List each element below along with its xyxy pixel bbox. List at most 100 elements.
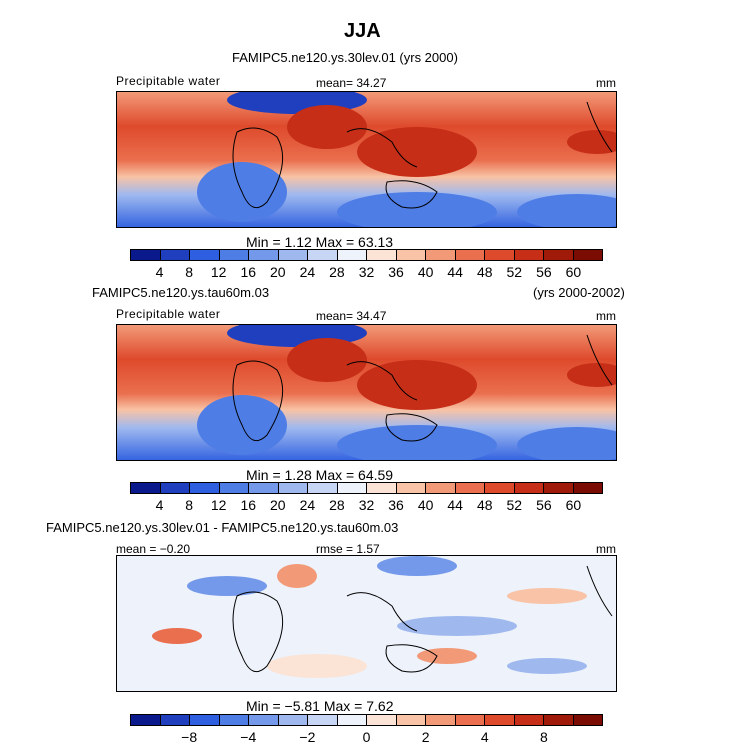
panel1-colorbar-swatch	[160, 250, 190, 260]
panel3-colorbar-swatch	[219, 715, 249, 725]
panel1-colorbar-tick: 36	[388, 264, 404, 280]
panel3-colorbar-swatch	[544, 715, 574, 725]
panel3-colorbar-swatch	[249, 715, 279, 725]
panel3-colorbar	[130, 714, 603, 726]
panel2-mean-label: mean= 34.47	[316, 309, 387, 323]
panel3-colorbar-swatch	[190, 715, 220, 725]
panel3-rmse-label: rmse = 1.57	[316, 542, 380, 556]
panel3-map-field	[117, 556, 616, 691]
panel2-colorbar-tick: 52	[506, 497, 523, 513]
panel3-colorbar-swatch	[308, 715, 338, 725]
panel3-colorbar-swatch	[573, 715, 602, 725]
panel1-colorbar	[130, 249, 603, 261]
panel2-colorbar	[130, 482, 603, 494]
panel2-colorbar-tick: 8	[185, 497, 194, 513]
panel1-colorbar-swatch	[278, 250, 308, 260]
panel1-colorbar-swatch	[455, 250, 485, 260]
panel3-colorbar-swatch	[485, 715, 515, 725]
panel1-colorbar-swatch	[544, 250, 574, 260]
panel1-units-label: mm	[596, 76, 616, 90]
panel1-colorbar-tick: 4	[155, 264, 164, 280]
panel2-colorbar-swatch	[426, 483, 456, 493]
panel3-minmax-label: Min = −5.81 Max = 7.62	[246, 698, 394, 714]
panel2-colorbar-swatch	[573, 483, 602, 493]
panel2-subtitle-right: (yrs 2000-2002)	[533, 285, 625, 300]
panel1-colorbar-swatch	[573, 250, 602, 260]
panel2-colorbar-tick: 44	[447, 497, 463, 513]
panel1-colorbar-swatch	[485, 250, 515, 260]
panel2-colorbar-tick: 36	[388, 497, 404, 513]
panel1-colorbar-swatch	[396, 250, 426, 260]
panel1-colorbar-swatch	[249, 250, 279, 260]
panel1-subtitle: FAMIPC5.ne120.ys.30lev.01 (yrs 2000)	[232, 50, 458, 65]
panel2-colorbar-swatch	[249, 483, 279, 493]
panel2-colorbar-tick: 24	[299, 497, 316, 513]
panel1-colorbar-tick: 20	[270, 264, 286, 280]
panel2-colorbar-swatch	[544, 483, 574, 493]
panel3-colorbar-tick: 4	[480, 729, 489, 745]
panel3-colorbar-tick: 2	[421, 729, 430, 745]
panel2-colorbar-tick: 16	[240, 497, 257, 513]
panel1-colorbar-swatch	[219, 250, 249, 260]
panel1-colorbar-tick: 12	[210, 264, 227, 280]
panel2-colorbar-swatch	[278, 483, 308, 493]
panel1-colorbar-swatch	[131, 250, 161, 260]
panel2-colorbar-swatch	[131, 483, 161, 493]
panel2-colorbar-swatch	[337, 483, 367, 493]
panel1-colorbar-tick: 28	[329, 264, 345, 280]
panel2-colorbar-tick: 12	[210, 497, 227, 513]
panel2-map	[116, 324, 617, 461]
panel3-colorbar-tick: 0	[362, 729, 371, 745]
panel3-subtitle: FAMIPC5.ne120.ys.30lev.01 - FAMIPC5.ne12…	[46, 520, 399, 535]
panel1-colorbar-ticks: 4 8 12 16 20 24 28 32 36 40 44 48 52 56 60	[130, 264, 603, 280]
panel3-colorbar-swatch	[278, 715, 308, 725]
panel1-colorbar-tick: 40	[417, 264, 434, 280]
panel2-colorbar-tick: 40	[417, 497, 434, 513]
panel2-colorbar-swatch	[219, 483, 249, 493]
panel2-colorbar-tick: 28	[329, 497, 345, 513]
panel2-colorbar-tick: 4	[155, 497, 164, 513]
panel1-colorbar-swatch	[308, 250, 338, 260]
panel2-colorbar-tick: 56	[536, 497, 552, 513]
panel1-variable-label: Precipitable water	[116, 74, 221, 88]
panel3-colorbar-tick: 8	[539, 729, 548, 745]
panel1-colorbar-tick: 24	[299, 264, 316, 280]
panel2-colorbar-tick: 60	[565, 497, 582, 513]
panel1-colorbar-tick: 48	[476, 264, 493, 280]
panel1-map-field	[117, 92, 616, 227]
panel3-colorbar-swatch	[337, 715, 367, 725]
panel3-colorbar-tick: −4	[240, 729, 257, 745]
panel1-colorbar-tick: 16	[240, 264, 257, 280]
panel2-colorbar-swatch	[308, 483, 338, 493]
panel2-colorbar-swatch	[160, 483, 190, 493]
panel1-mean-label: mean= 34.27	[316, 76, 387, 90]
panel1-colorbar-tick: 56	[536, 264, 552, 280]
panel3-units-label: mm	[596, 542, 616, 556]
panel3-colorbar-swatch	[514, 715, 544, 725]
panel2-colorbar-ticks: 4 8 12 16 20 24 28 32 36 40 44 48 52 56 60	[130, 497, 603, 513]
figure-title: JJA	[344, 20, 381, 42]
panel1-colorbar-swatch	[426, 250, 456, 260]
panel3-colorbar-tick: −2	[299, 729, 316, 745]
panel1-colorbar-swatch	[337, 250, 367, 260]
panel2-colorbar-swatch	[485, 483, 515, 493]
panel1-colorbar-tick: 60	[565, 264, 582, 280]
panel2-colorbar-swatch	[190, 483, 220, 493]
panel3-colorbar-swatch	[426, 715, 456, 725]
panel1-colorbar-swatch	[190, 250, 220, 260]
panel1-colorbar-swatch	[514, 250, 544, 260]
panel1-colorbar-tick: 44	[447, 264, 463, 280]
panel3-colorbar-tick: −8	[181, 729, 198, 745]
panel3-colorbar-swatch	[160, 715, 190, 725]
panel2-colorbar-swatch	[367, 483, 397, 493]
panel2-colorbar-tick: 32	[358, 497, 375, 513]
panel2-map-field	[117, 325, 616, 460]
panel2-variable-label: Precipitable water	[116, 307, 221, 321]
panel2-minmax-label: Min = 1.28 Max = 64.59	[246, 467, 394, 483]
panel1-colorbar-swatch	[367, 250, 397, 260]
panel1-minmax-label: Min = 1.12 Max = 63.13	[246, 234, 394, 250]
panel3-colorbar-swatch	[396, 715, 426, 725]
panel2-units-label: mm	[596, 309, 616, 323]
panel1-colorbar-tick: 8	[185, 264, 194, 280]
panel2-colorbar-swatch	[396, 483, 426, 493]
